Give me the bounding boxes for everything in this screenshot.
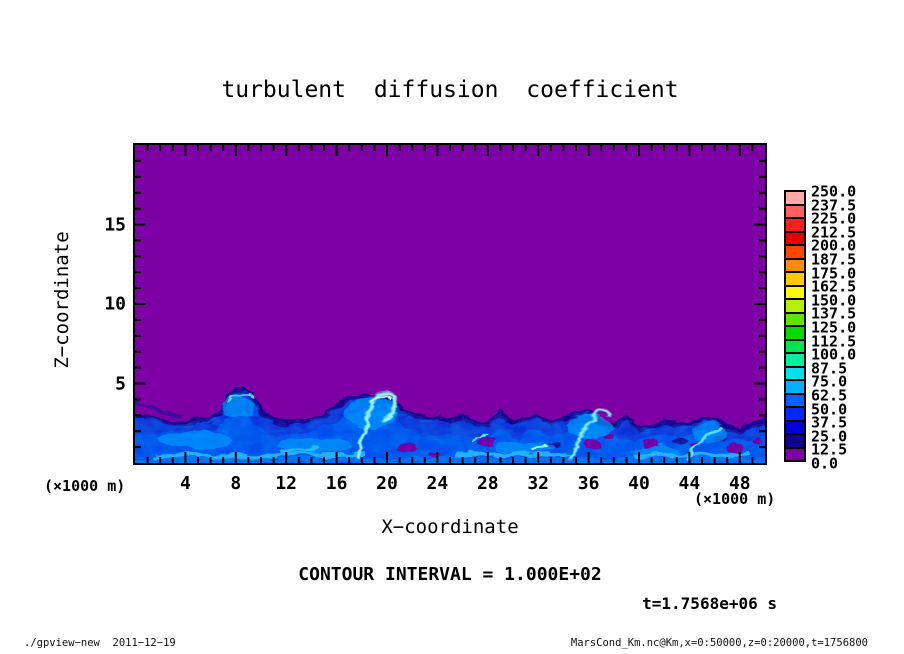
colorbar-label: 75.0 — [811, 372, 848, 391]
footer-dataset: MarsCond_Km.nc@Km,x=0:50000,z=0:20000,t=… — [570, 637, 868, 649]
x-axis-title: X−coordinate — [381, 516, 519, 538]
colorbar-label: 125.0 — [811, 318, 857, 337]
x-tick-labels: 4 8 12 16 20 24 28 32 36 40 44 48 — [135, 473, 765, 495]
y-tick-label: 10 — [104, 293, 126, 315]
colorbar-label: 37.5 — [811, 413, 848, 432]
plot-frame — [133, 143, 767, 465]
colorbar-label: 62.5 — [811, 386, 848, 405]
colorbar-label: 212.5 — [811, 223, 857, 242]
surface-streaks — [153, 445, 752, 459]
colorbar-cell — [786, 327, 804, 341]
colorbar-label: 175.0 — [811, 264, 857, 283]
colorbar-label: 250.0 — [811, 182, 857, 201]
colorbar-cell — [786, 259, 804, 273]
colorbar-cell — [786, 381, 804, 395]
colorbar-cell — [786, 246, 804, 260]
colorbar-cell — [786, 300, 804, 314]
x-tick-label: 36 — [577, 473, 600, 494]
colorbar-cell — [786, 435, 804, 449]
colorbar-label: 150.0 — [811, 291, 857, 310]
contour-interval-note: CONTOUR INTERVAL = 1.000E+02 — [298, 564, 602, 585]
x-tick-label: 16 — [325, 473, 348, 494]
colorbar-cell — [786, 394, 804, 408]
colorbar-cell — [786, 232, 804, 246]
turbulent-layer — [135, 387, 765, 463]
colorbar-label: 100.0 — [811, 345, 857, 364]
colorbar-cell — [786, 313, 804, 327]
colorbar — [784, 190, 806, 462]
x-unit-note-left: (×1000 m) — [44, 477, 126, 495]
left-wisp — [135, 400, 182, 419]
y-tick-label: 15 — [104, 214, 126, 235]
y-tick-label: 5 — [115, 373, 126, 394]
colorbar-cell — [786, 192, 804, 206]
colorbar-label: 112.5 — [811, 332, 857, 351]
colorbar-label: 162.5 — [811, 277, 857, 296]
colorbar-cell — [786, 273, 804, 287]
x-tick-label: 24 — [426, 473, 449, 494]
chart-title: turbulent diffusion coefficient — [221, 77, 679, 103]
x-tick-label: 28 — [476, 473, 499, 494]
colorbar-label: 137.5 — [811, 304, 857, 323]
colorbar-label: 187.5 — [811, 250, 857, 269]
x-tick-label: 4 — [179, 473, 191, 494]
colorbar-cell — [786, 448, 804, 460]
y-axis-title: Z−coordinate — [51, 231, 73, 369]
colorbar-cell — [786, 340, 804, 354]
colorbar-cell — [786, 205, 804, 219]
x-tick-label: 12 — [275, 473, 298, 494]
colorbar-cell — [786, 367, 804, 381]
colorbar-cell — [786, 354, 804, 368]
x-unit-note-right: (×1000 m) — [694, 490, 776, 508]
colorbar-cell — [786, 219, 804, 233]
colorbar-label: 25.0 — [811, 427, 848, 446]
colorbar-label: 200.0 — [811, 236, 857, 255]
time-annotation: t=1.7568e+06 s — [642, 594, 777, 613]
colorbar-cell — [786, 286, 804, 300]
colorbar-cell — [786, 421, 804, 435]
x-tick-label: 8 — [230, 473, 242, 494]
colorbar-labels: 250.0 237.5 225.0 212.5 200.0 187.5 175.0 162.5… — [811, 184, 875, 471]
axis-ticks — [135, 145, 765, 463]
footer-command: ./gpview−new 2011−12−19 — [24, 637, 176, 649]
colorbar-label: 225.0 — [811, 209, 857, 228]
x-tick-label: 40 — [628, 473, 650, 494]
x-tick-label: 44 — [678, 473, 701, 494]
heatmap-svg — [135, 145, 765, 463]
colorbar-label: 50.0 — [811, 400, 848, 419]
colorbar-cell — [786, 408, 804, 422]
x-tick-label: 20 — [376, 473, 398, 494]
colorbar-label: 87.5 — [811, 359, 848, 378]
colorbar-label: 237.5 — [811, 196, 857, 215]
colorbar-label: 12.5 — [811, 440, 848, 459]
x-tick-label: 48 — [728, 473, 751, 494]
x-tick-label: 32 — [527, 473, 550, 494]
y-tick-labels: 5 10 15 — [0, 145, 126, 463]
colorbar-label: 0.0 — [811, 454, 839, 473]
